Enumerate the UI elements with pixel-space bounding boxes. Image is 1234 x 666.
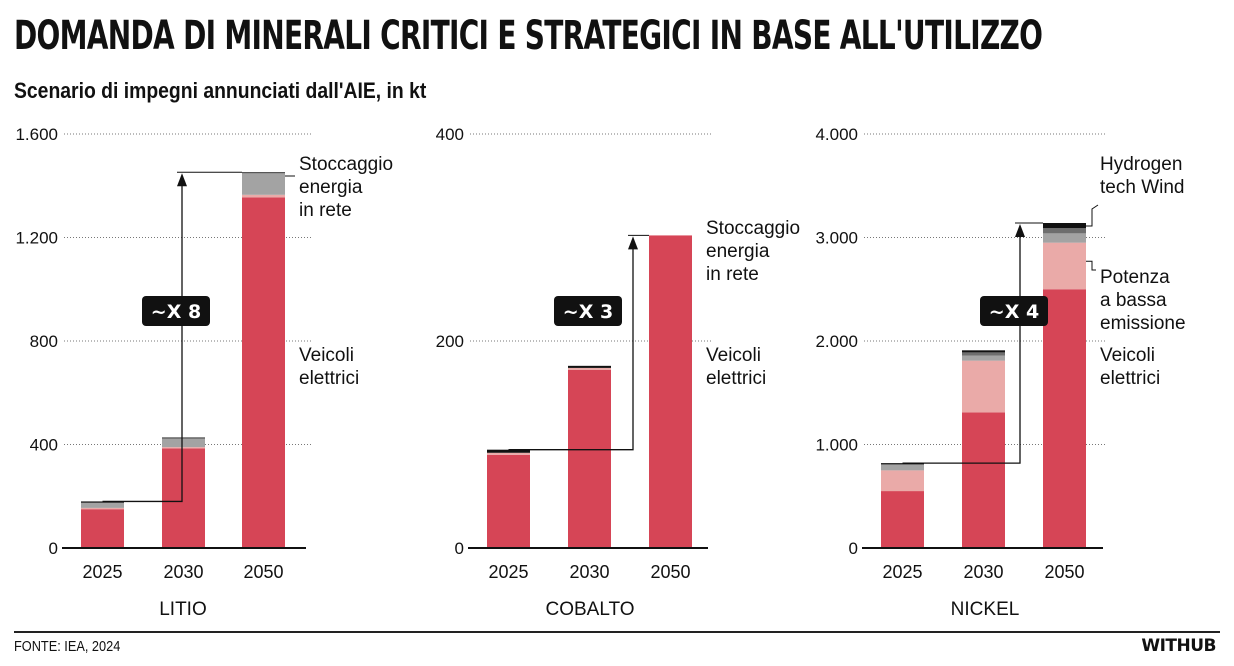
y-tick-label: 0	[849, 539, 858, 558]
y-tick-label: 400	[30, 436, 58, 455]
y-tick-label: 1.000	[815, 436, 858, 455]
multiplier-badge	[980, 296, 1048, 326]
x-tick-label: 2025	[882, 562, 922, 582]
leader-line	[1086, 260, 1096, 271]
multiplier-label: ~X 3	[563, 301, 613, 323]
bar-segment	[962, 350, 1005, 353]
series-annotation: Stoccaggio	[706, 218, 800, 239]
bar-segment	[1043, 223, 1086, 229]
bar-segment	[1043, 228, 1086, 234]
bar-segment	[81, 502, 124, 508]
bar-segment	[242, 194, 285, 198]
x-tick-label: 2030	[569, 562, 609, 582]
chart-title: DOMANDA DI MINERALI CRITICI E STRATEGICI…	[14, 13, 1043, 59]
bar-segment	[568, 365, 611, 368]
arrow-head	[177, 173, 187, 187]
y-tick-label: 200	[436, 332, 464, 351]
multiplier-label: ~X 4	[989, 301, 1039, 323]
panel-name: COBALTO	[545, 599, 634, 620]
bar-segment	[1043, 242, 1086, 290]
series-annotation: elettrici	[1100, 368, 1160, 389]
series-annotation: Veicoli	[1100, 345, 1155, 366]
y-tick-label: 0	[49, 539, 58, 558]
x-tick-label: 2050	[650, 562, 690, 582]
bar-segment	[962, 352, 1005, 356]
series-annotation: elettrici	[299, 368, 359, 389]
growth-arrow	[508, 247, 634, 451]
bar-segment	[962, 412, 1005, 548]
multiplier-badge	[142, 296, 210, 326]
x-tick-label: 2025	[488, 562, 528, 582]
series-annotation: emissione	[1100, 313, 1186, 334]
y-tick-label: 0	[455, 539, 464, 558]
bar-segment	[162, 447, 205, 449]
y-tick-label: 4.000	[815, 125, 858, 144]
bar-segment	[162, 437, 205, 439]
series-annotation: in rete	[706, 264, 759, 285]
bar-segment	[568, 369, 611, 548]
bar-segment	[162, 448, 205, 548]
bar-segment	[81, 507, 124, 510]
multiplier-label: ~X 8	[151, 301, 201, 323]
bar-segment	[881, 464, 924, 466]
panel-name: LITIO	[159, 599, 207, 620]
footer-divider	[14, 631, 1220, 633]
bar-segment	[881, 470, 924, 492]
bar-segment	[962, 355, 1005, 361]
bar-segment	[487, 449, 530, 453]
growth-arrow	[102, 184, 183, 503]
bar-segment	[242, 172, 285, 174]
x-tick-label: 2030	[963, 562, 1003, 582]
arrow-head	[1015, 224, 1025, 238]
x-tick-label: 2050	[1044, 562, 1084, 582]
y-tick-label: 3.000	[815, 229, 858, 248]
chart-panel-litio: 0 400 800 1.200 1.600 2025 2030 2050 LITIO ~X 8 St…	[15, 125, 393, 620]
bar-segment	[242, 172, 285, 195]
series-annotation: a bassa	[1100, 290, 1167, 311]
series-annotation: Potenza	[1100, 267, 1170, 288]
series-annotation: tech Wind	[1100, 177, 1184, 198]
x-tick-label: 2050	[243, 562, 283, 582]
panel-name: NICKEL	[951, 599, 1020, 620]
chart-subtitle: Scenario di impegni annunciati dall'AIE,…	[14, 78, 427, 103]
series-annotation: Hydrogen	[1100, 154, 1182, 175]
bar-segment	[1043, 233, 1086, 243]
series-annotation: Veicoli	[299, 345, 354, 366]
series-annotation: energia	[299, 177, 363, 198]
multiplier-badge	[554, 296, 622, 326]
bar-segment	[962, 360, 1005, 413]
bar-segment	[881, 465, 924, 471]
brand-logo: WITHUB	[1141, 636, 1216, 656]
y-tick-label: 2.000	[815, 332, 858, 351]
bar-segment	[568, 367, 611, 370]
x-tick-label: 2025	[82, 562, 122, 582]
bar-segment	[487, 452, 530, 455]
bar-segment	[649, 235, 692, 548]
y-tick-label: 400	[436, 125, 464, 144]
series-annotation: Stoccaggio	[299, 154, 393, 175]
bar-segment	[487, 454, 530, 548]
bar-segment	[162, 438, 205, 448]
arrow-head	[628, 236, 638, 250]
source-note: FONTE: IEA, 2024	[14, 638, 121, 655]
bar-segment	[81, 509, 124, 548]
y-tick-label: 1.600	[15, 125, 58, 144]
series-annotation: energia	[706, 241, 770, 262]
series-annotation: elettrici	[706, 368, 766, 389]
x-tick-label: 2030	[163, 562, 203, 582]
y-tick-label: 800	[30, 332, 58, 351]
y-tick-label: 1.200	[15, 229, 58, 248]
bar-segment	[242, 197, 285, 549]
bar-segment	[1043, 289, 1086, 548]
leader-line	[1086, 204, 1099, 227]
series-annotation: in rete	[299, 200, 352, 221]
chart-panel-cobalto: 0 200 400 2025 2030 2050 COBALTO ~X 3 Stoccaggio…	[436, 125, 800, 620]
chart-panel-nickel: 0 1.000 2.000 3.000 4.000 2025 2030 2050 NICKEL ~…	[815, 125, 1185, 620]
series-annotation: Veicoli	[706, 345, 761, 366]
bar-segment	[881, 491, 924, 548]
